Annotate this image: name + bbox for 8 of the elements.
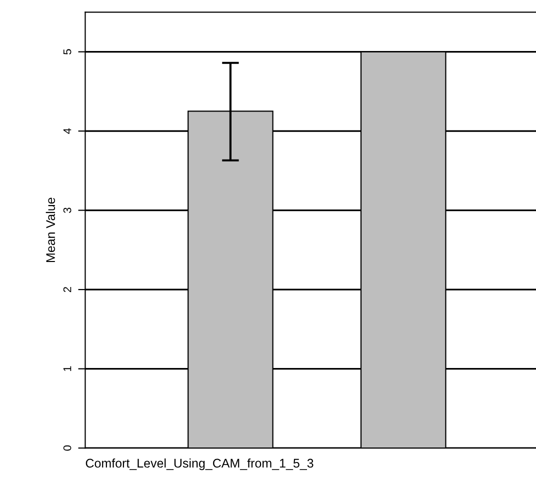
y-tick-label: 1 xyxy=(63,366,72,372)
y-tick-label: 0 xyxy=(63,445,72,451)
y-tick-label: 3 xyxy=(63,208,72,213)
y-tick-label: 4 xyxy=(63,128,72,134)
y-tick-label: 2 xyxy=(63,287,72,292)
y-axis-title: Mean Value xyxy=(46,198,56,262)
y-tick-label: 5 xyxy=(63,49,72,54)
x-axis-title: Comfort_Level_Using_CAM_from_1_5_3 xyxy=(86,458,314,470)
